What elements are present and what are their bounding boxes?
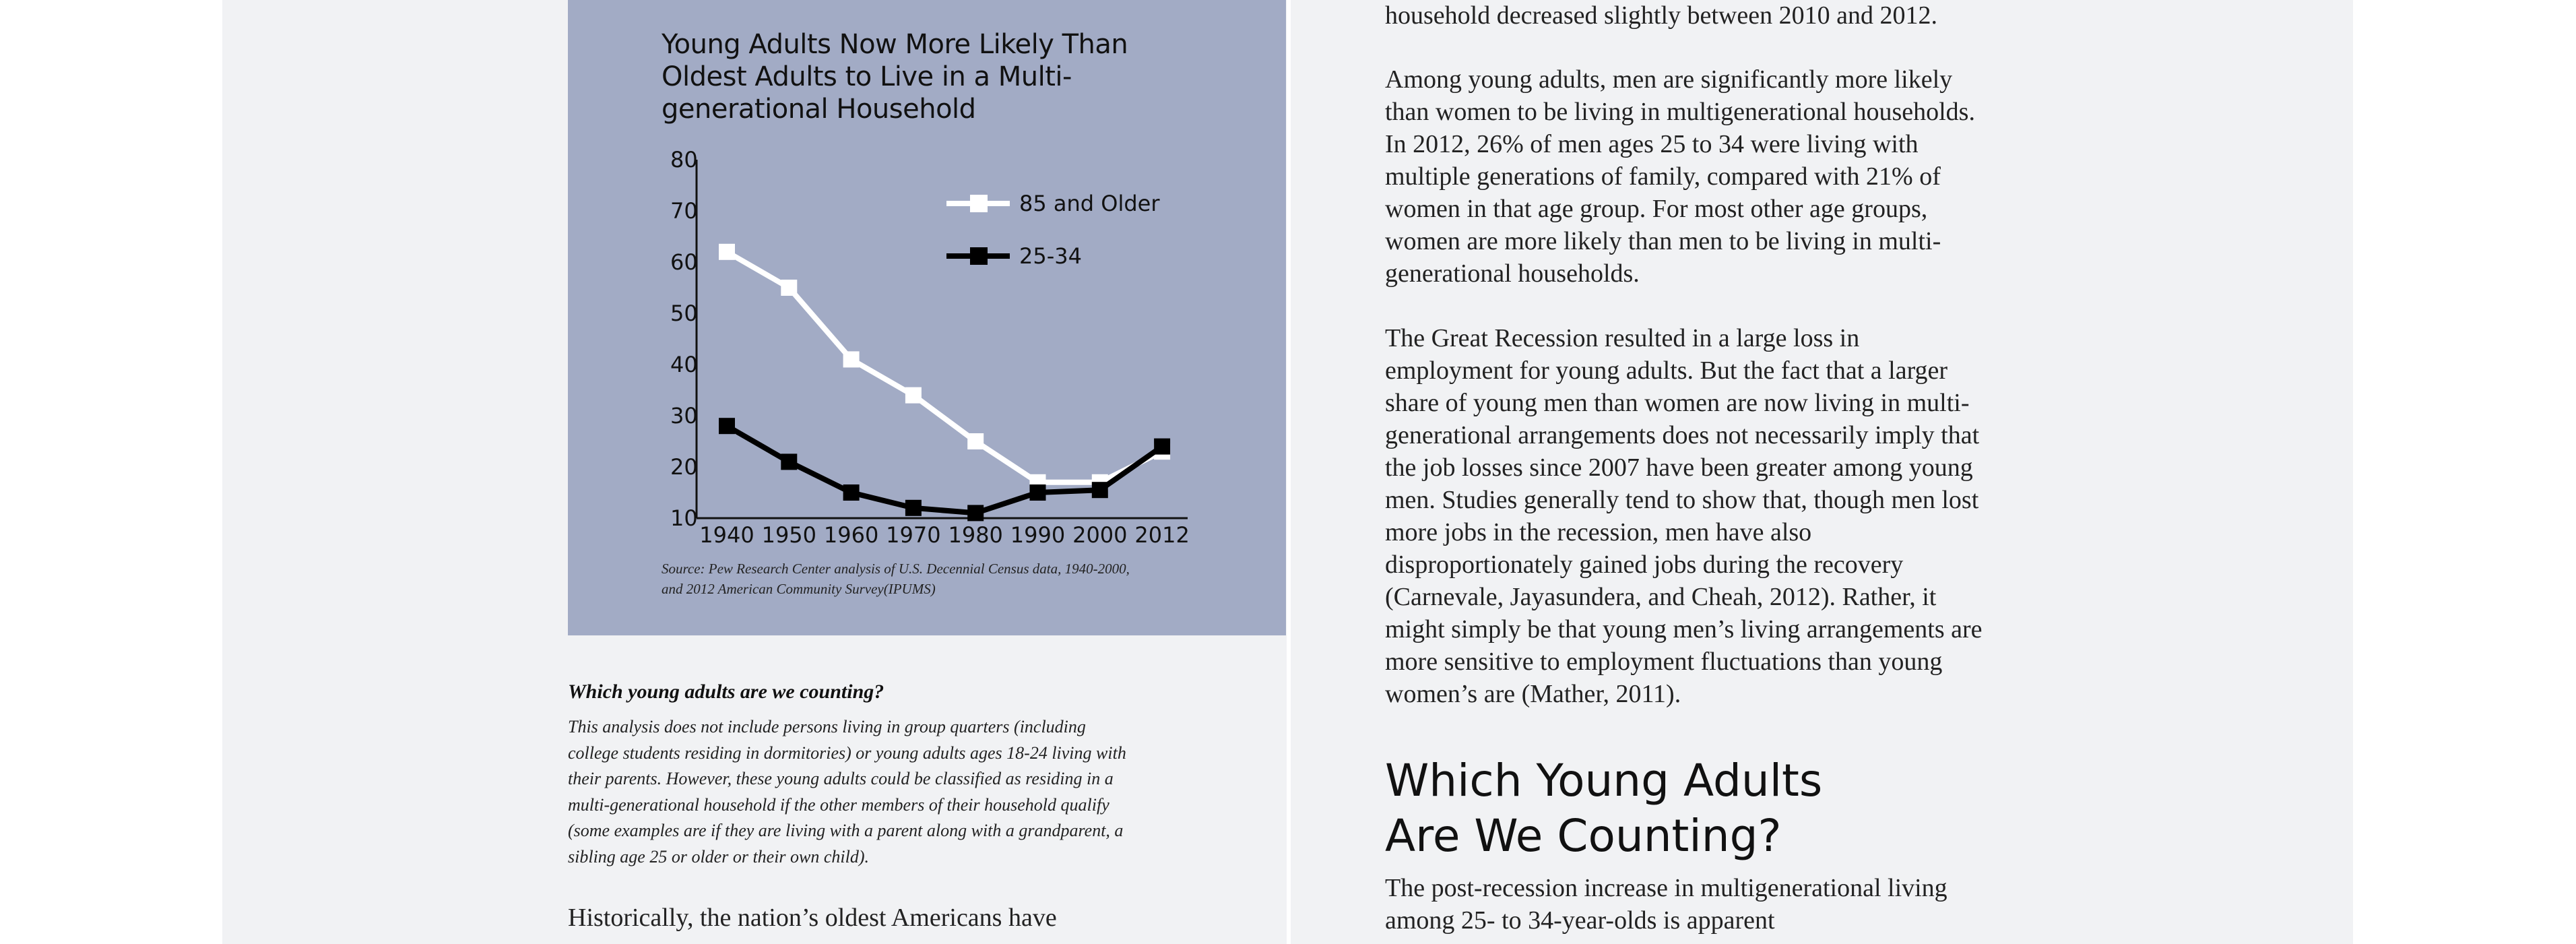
legend-swatch-marker [970, 247, 988, 265]
y-tick-label: 70 [670, 198, 698, 224]
x-tick-label: 1980 [948, 522, 1002, 548]
right-paragraph-1: Among young adults, men are significantl… [1385, 63, 1991, 290]
series-point [781, 280, 798, 296]
line-chart: 80 70 60 50 40 30 20 10 1940 1950 1960 1970 1980 199… [670, 147, 1190, 548]
x-tick-label: 1960 [824, 522, 878, 548]
right-paragraph-3: The post-recession increase in multigene… [1385, 872, 1991, 937]
series-point [1154, 438, 1171, 455]
legend-label: 25-34 [1019, 243, 1082, 269]
y-tick-label: 40 [670, 352, 698, 377]
section-heading-line-2: Are We Counting? [1385, 810, 1782, 862]
left-body-text: Historically, the nation’s oldest Americ… [568, 904, 1057, 932]
y-tick-label: 20 [670, 454, 698, 480]
right-margin [2353, 0, 2576, 944]
series-line-1 [726, 423, 1164, 516]
series-point [719, 243, 735, 260]
y-tick-labels: 80 70 60 50 40 30 20 10 [670, 147, 698, 531]
x-tick-label: 1950 [762, 522, 816, 548]
series-line-0 [726, 249, 1163, 485]
x-tick-label: 1970 [886, 522, 940, 548]
legend-label: 85 and Older [1019, 191, 1160, 216]
series-point [843, 484, 860, 501]
chart-axes [695, 160, 1188, 520]
chart-title: Young Adults Now More Likely Than Oldest… [662, 29, 1128, 125]
series-point [967, 433, 984, 449]
y-tick-label: 50 [670, 301, 698, 326]
page-gutter [1287, 0, 1291, 944]
y-tick-label: 10 [670, 505, 698, 531]
y-tick-label: 30 [670, 403, 698, 429]
series-point [905, 499, 922, 516]
sidebar-body: This analysis does not include persons l… [568, 717, 1126, 867]
x-tick-label: 2012 [1134, 522, 1189, 548]
series-point [905, 387, 922, 404]
series-point [1091, 482, 1108, 499]
x-tick-labels: 1940 1950 1960 1970 1980 1990 2000 2012 [699, 522, 1190, 548]
chart-panel [568, 0, 1286, 635]
sidebar-heading: Which young adults are we counting? [568, 681, 884, 703]
x-tick-label: 1990 [1010, 522, 1065, 548]
series-point [1029, 484, 1046, 501]
section-heading: Which Young Adults Are We Counting? [1385, 753, 1991, 864]
paragraph-text: Among young adults, men are significantl… [1385, 65, 1975, 288]
chart-series [719, 243, 1171, 522]
series-point [843, 351, 860, 368]
y-tick-label: 60 [670, 249, 698, 275]
paragraph-text: The Great Recession resulted in a large … [1385, 324, 1983, 708]
section-heading-line-1: Which Young Adults [1385, 755, 1823, 807]
series-point [967, 505, 984, 522]
series-point [781, 453, 798, 470]
chart-source: Source: Pew Research Center analysis of … [662, 561, 1130, 597]
legend-swatch-marker [970, 195, 988, 212]
y-tick-label: 80 [670, 147, 698, 172]
series-point [719, 418, 735, 435]
left-margin [0, 0, 222, 944]
paragraph-text: household decreased slightly between 201… [1385, 1, 1937, 30]
chart-legend: 85 and Older 25-34 [946, 191, 1160, 269]
x-tick-label: 1940 [699, 522, 754, 548]
x-tick-label: 2000 [1072, 522, 1127, 548]
right-paragraph-2: The Great Recession resulted in a large … [1385, 322, 1991, 710]
right-paragraph-0: household decreased slightly between 201… [1385, 0, 1991, 32]
right-page [1291, 0, 2353, 944]
paragraph-text: The post-recession increase in multigene… [1385, 874, 1947, 935]
